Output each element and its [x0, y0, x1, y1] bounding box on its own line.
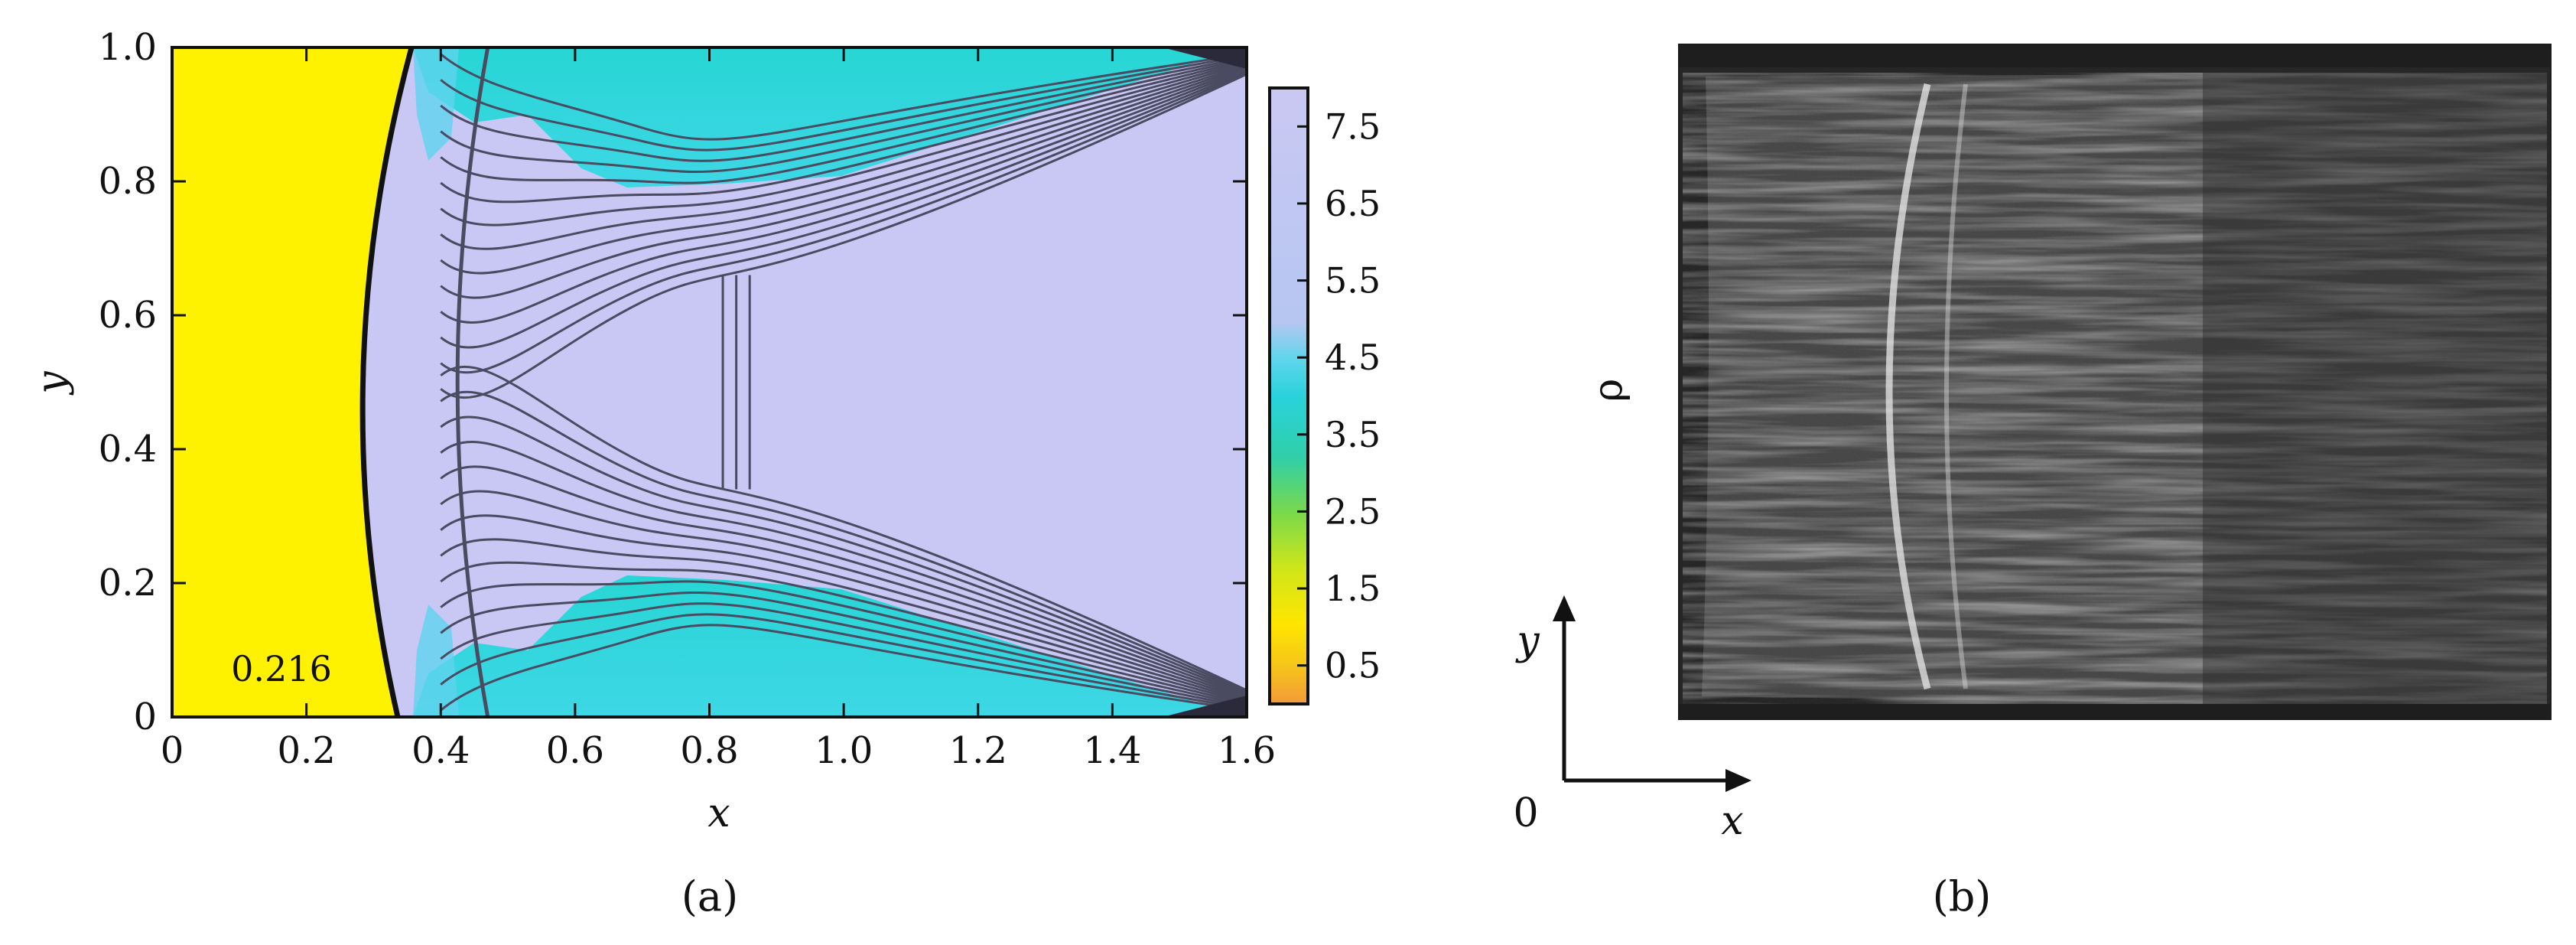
left-state-annotation: 0.216	[231, 648, 332, 689]
boundary-layer-bottom	[413, 575, 1224, 717]
contour-line	[440, 64, 1247, 250]
x-tick-label: 0	[161, 729, 184, 772]
contour-line	[440, 602, 1247, 709]
left-state-region	[172, 47, 411, 717]
contour-line	[440, 59, 1247, 184]
shock-line-1	[1885, 83, 1931, 690]
contour-line	[440, 56, 1247, 162]
colorbar-tick-label: 3.5	[1325, 414, 1381, 455]
x-axis-ticks: 0 0.2 0.4 0.6 0.8 1.0 1.2 1.4 1.6	[161, 47, 1276, 772]
contour-line	[440, 490, 1247, 699]
y-axis-label: y	[29, 371, 75, 396]
contour-line	[440, 60, 1247, 204]
x-tick-label: 0.8	[680, 729, 738, 772]
contour-line	[440, 73, 1247, 399]
x-axis-label: x	[707, 790, 730, 836]
photo-y-label: y	[1515, 618, 1540, 664]
contour-line	[440, 62, 1247, 226]
colorbar-tick-label: 6.5	[1325, 183, 1381, 224]
contour-line	[440, 624, 1247, 712]
y-tick-label: 0.2	[99, 562, 157, 604]
photo-x-label: x	[1721, 798, 1743, 844]
contour-line	[440, 580, 1247, 705]
y-tick-label: 0.8	[99, 160, 157, 203]
colorbar-ticks: 0.5 1.5 2.5 3.5 4.5 5.5 6.5 7.5	[1297, 106, 1381, 686]
shock-front	[359, 47, 415, 717]
contour-line	[440, 54, 1247, 152]
contour-line	[440, 57, 1247, 174]
colorbar-tick-label: 4.5	[1325, 337, 1381, 378]
contour-line	[440, 441, 1247, 696]
x-tick-label: 0.6	[546, 729, 604, 772]
y-axis-ticks: 0 0.2 0.4 0.6 0.8 1.0	[99, 26, 1247, 738]
contour-line	[440, 71, 1247, 374]
colorbar	[1268, 86, 1309, 705]
contour-line	[440, 65, 1247, 275]
contour-line	[440, 591, 1247, 707]
x-tick-label: 0.4	[411, 729, 470, 772]
contour-line	[440, 70, 1247, 349]
shock-line-2	[1944, 83, 1968, 689]
density-label: ρ	[1586, 379, 1631, 402]
x-tick-label: 1.0	[815, 729, 873, 772]
contour-line	[440, 415, 1247, 695]
contour-lines	[440, 47, 1247, 717]
colorbar-tick-label: 5.5	[1325, 260, 1381, 301]
colorbar-tick-label: 1.5	[1325, 568, 1381, 609]
y-tick-label: 0.6	[99, 294, 157, 337]
contour-line	[440, 67, 1247, 299]
caption-a: (a)	[681, 872, 738, 921]
contour-line	[440, 465, 1247, 698]
x-tick-label: 1.6	[1218, 729, 1276, 772]
x-tick-label: 1.2	[949, 729, 1007, 772]
y-tick-label: 1.0	[99, 26, 157, 69]
contour-line	[440, 538, 1247, 702]
colorbar-tick-label: 7.5	[1325, 106, 1381, 147]
x-tick-label: 0.2	[277, 729, 335, 772]
contour-line	[440, 613, 1247, 710]
contour-line	[440, 514, 1247, 701]
contour-line	[440, 561, 1247, 704]
schlieren-photo	[1679, 44, 2551, 719]
colorbar-tick-label: 0.5	[1325, 645, 1381, 686]
contour-line	[440, 366, 1247, 692]
contour-line	[440, 390, 1247, 693]
boundary-layer-top	[413, 47, 1224, 187]
photo-origin-label: 0	[1513, 790, 1538, 836]
x-tick-label: 1.4	[1083, 729, 1141, 772]
panel-b-photograph: ρ y x 0 (b)	[1513, 44, 2552, 921]
caption-b: (b)	[1933, 872, 1992, 921]
reflected-shock	[455, 47, 490, 717]
x-arrow-head	[1725, 769, 1751, 792]
y-arrow-head	[1553, 595, 1576, 621]
colorbar-tick-label: 2.5	[1325, 490, 1381, 532]
y-tick-label: 0	[133, 696, 157, 738]
y-tick-label: 0.4	[99, 428, 157, 471]
panel-a-density-plot: 0 0.2 0.4 0.6 0.8 1.0 1.2 1.4 1.6 0 0.2 0.4 0.6 0.8 1…	[29, 26, 1381, 921]
contour-field	[172, 47, 1247, 717]
contour-line	[440, 53, 1247, 141]
contour-line	[440, 68, 1247, 324]
